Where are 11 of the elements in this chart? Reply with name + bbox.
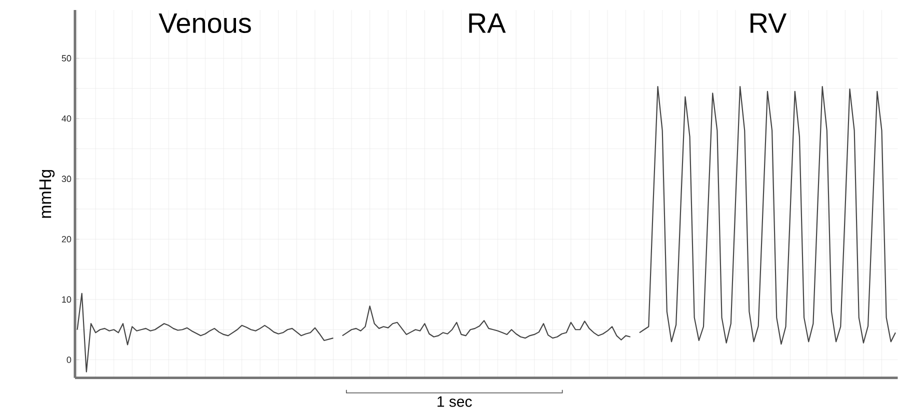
y-tick-label: 40 — [62, 115, 72, 122]
y-tick-label: 20 — [62, 236, 72, 242]
annotation: RA — [469, 14, 506, 33]
annotation: RV — [750, 14, 787, 33]
y-tick-label: 10 — [62, 296, 72, 303]
y-axis-title: mmHg — [39, 170, 55, 218]
y-tick-label: 0 — [66, 356, 72, 364]
annotation: Venous — [158, 14, 251, 34]
y-tick-label: 50 — [62, 55, 72, 62]
y-tick-label: 30 — [62, 176, 72, 182]
text: 1 sec — [438, 396, 472, 407]
